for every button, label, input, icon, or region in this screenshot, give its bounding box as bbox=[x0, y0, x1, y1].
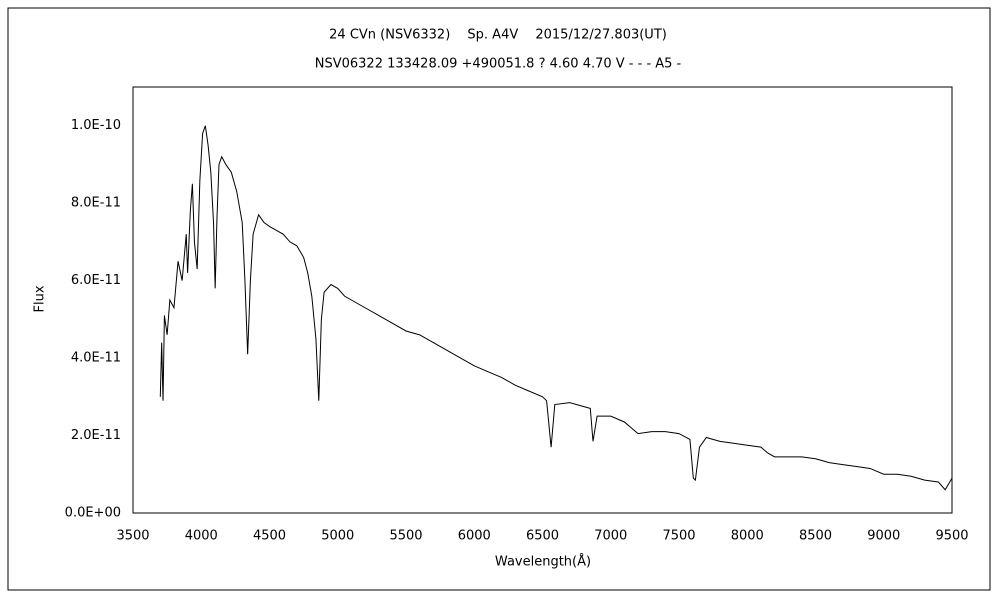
chart-subtitle: NSV06322 133428.09 +490051.8 ? 4.60 4.70… bbox=[315, 57, 682, 72]
x-tick-label: 8000 bbox=[731, 529, 764, 544]
x-tick-label: 3500 bbox=[116, 529, 149, 544]
y-tick-label: 8.0E-11 bbox=[71, 196, 121, 211]
y-tick-label: 4.0E-11 bbox=[71, 351, 121, 366]
x-tick-label: 8500 bbox=[799, 529, 832, 544]
x-tick-label: 4500 bbox=[253, 529, 286, 544]
chart-title: 24 CVn (NSV6332) Sp. A4V 2015/12/27.803(… bbox=[329, 28, 667, 43]
x-tick-label: 6000 bbox=[458, 529, 491, 544]
y-tick-label: 0.0E+00 bbox=[65, 506, 121, 521]
x-axis-label: Wavelength(Å) bbox=[495, 554, 591, 570]
x-tick-label: 4000 bbox=[185, 529, 218, 544]
x-tick-label: 9000 bbox=[867, 529, 900, 544]
x-tick-label: 7500 bbox=[662, 529, 695, 544]
y-tick-label: 6.0E-11 bbox=[71, 273, 121, 288]
spectrum-line bbox=[159, 125, 953, 491]
plot-area bbox=[132, 86, 953, 514]
x-tick-label: 5500 bbox=[389, 529, 422, 544]
x-tick-label: 9500 bbox=[935, 529, 968, 544]
x-tick-label: 6500 bbox=[526, 529, 559, 544]
x-tick-label: 7000 bbox=[594, 529, 627, 544]
frame bbox=[7, 7, 991, 591]
x-tick-label: 5000 bbox=[321, 529, 354, 544]
y-axis-label: Flux bbox=[33, 285, 48, 312]
y-tick-label: 2.0E-11 bbox=[71, 428, 121, 443]
y-tick-label: 1.0E-10 bbox=[71, 118, 121, 133]
